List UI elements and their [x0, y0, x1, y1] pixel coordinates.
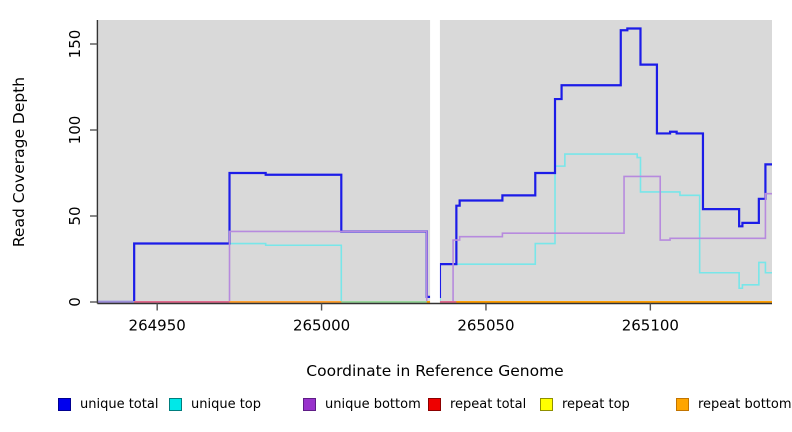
- y-tick-label: 0: [66, 297, 84, 307]
- legend-swatch-unique-top: [169, 398, 182, 411]
- y-tick-label: 150: [66, 30, 84, 59]
- legend-item-repeat-bottom: repeat bottom: [676, 397, 792, 412]
- legend-swatch-repeat-bottom: [676, 398, 689, 411]
- x-tick-label: 264950: [129, 317, 186, 335]
- axes-layer: 264950 265000 265050 265100 0 50 100 150: [66, 20, 772, 335]
- y-tick-label: 100: [66, 116, 84, 145]
- legend-swatch-unique-bottom: [303, 398, 316, 411]
- legend-item-unique-total: unique total: [58, 397, 158, 412]
- coverage-gap-band: [430, 19, 440, 304]
- series-line-unique-bottom: [98, 175, 772, 303]
- x-axis-title: Coordinate in Reference Genome: [306, 362, 563, 380]
- y-tick-label: 50: [66, 206, 84, 225]
- gap-rect: [430, 19, 440, 304]
- x-tick-label: 265050: [457, 317, 514, 335]
- legend-item-repeat-total: repeat total: [428, 397, 526, 412]
- coverage-chart: 264950 265000 265050 265100 0 50 100 150 Coordi…: [10, 19, 772, 380]
- series-line-unique-top: [98, 153, 772, 303]
- legend-item-repeat-top: repeat top: [540, 397, 630, 412]
- series-line-unique-total: [98, 27, 772, 304]
- legend-item-unique-bottom: unique bottom: [303, 397, 421, 412]
- x-tick-label: 265100: [622, 317, 679, 335]
- legend-label: unique top: [191, 397, 262, 412]
- legend-label: repeat top: [562, 397, 630, 412]
- legend-label: unique total: [80, 397, 159, 412]
- legend-swatch-unique-total: [58, 398, 71, 411]
- y-axis-title: Read Coverage Depth: [10, 77, 28, 247]
- x-tick-label: 265000: [293, 317, 350, 335]
- legend-label: unique bottom: [325, 397, 421, 412]
- legend: unique total unique top unique bottom repea…: [0, 397, 792, 423]
- legend-swatch-repeat-total: [428, 398, 441, 411]
- legend-item-unique-top: unique top: [169, 397, 261, 412]
- legend-swatch-repeat-top: [540, 398, 553, 411]
- legend-label: repeat bottom: [698, 397, 792, 412]
- legend-label: repeat total: [450, 397, 527, 412]
